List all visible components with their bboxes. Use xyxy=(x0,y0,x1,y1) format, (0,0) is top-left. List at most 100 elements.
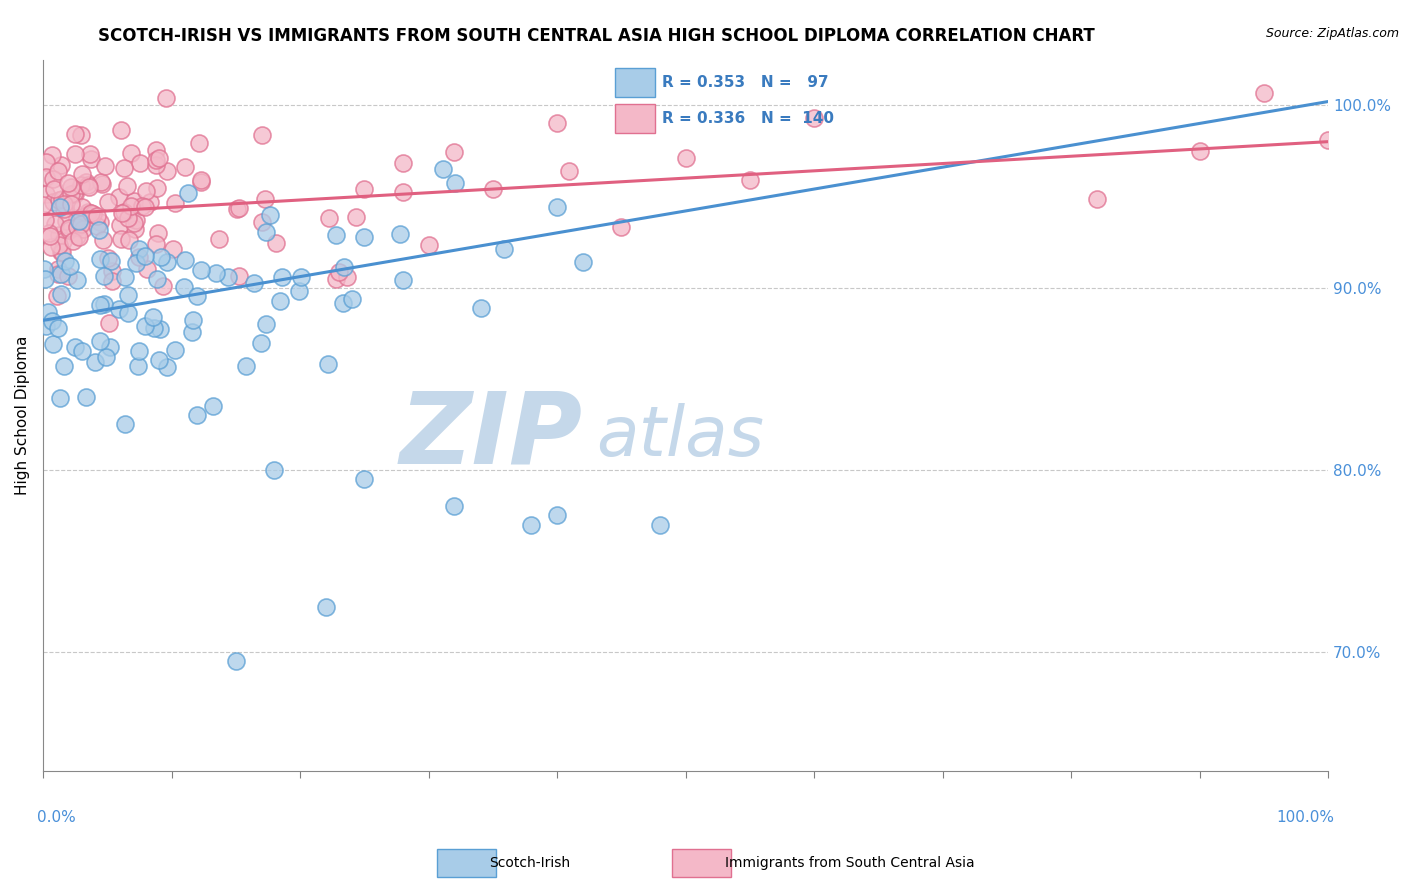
Point xyxy=(190,263,212,277)
Point xyxy=(77,178,100,192)
Point xyxy=(264,236,287,251)
Point xyxy=(67,230,90,244)
Point xyxy=(290,270,312,285)
Point xyxy=(84,355,107,369)
Point xyxy=(325,272,347,286)
Point xyxy=(152,278,174,293)
Point xyxy=(129,156,152,170)
Point xyxy=(145,143,167,157)
Point xyxy=(114,417,136,431)
Point xyxy=(125,212,148,227)
Point xyxy=(44,217,66,231)
Point xyxy=(58,223,80,237)
Point xyxy=(174,161,197,175)
Point xyxy=(112,205,135,219)
Point xyxy=(1253,86,1275,100)
Point xyxy=(156,255,179,269)
Point xyxy=(117,211,139,225)
Point xyxy=(418,238,440,252)
Point xyxy=(91,233,114,247)
Point xyxy=(51,244,73,259)
Point xyxy=(55,253,77,268)
Point xyxy=(125,256,148,270)
Text: 100.0%: 100.0% xyxy=(1277,810,1334,825)
Point xyxy=(48,391,70,405)
Point xyxy=(65,146,87,161)
Point xyxy=(34,213,56,227)
Point xyxy=(228,269,250,284)
Point xyxy=(38,226,60,240)
Point xyxy=(97,316,120,330)
Point xyxy=(62,234,84,248)
Point xyxy=(34,318,56,333)
Point xyxy=(80,152,103,166)
Point xyxy=(115,178,138,193)
Point xyxy=(97,194,120,209)
Point xyxy=(82,207,104,221)
Point xyxy=(42,195,65,210)
Point xyxy=(252,128,274,143)
Point xyxy=(100,254,122,268)
Point xyxy=(87,223,110,237)
Point xyxy=(90,178,112,192)
Point xyxy=(65,216,87,230)
Point xyxy=(70,167,93,181)
Point xyxy=(270,270,292,285)
Point xyxy=(42,182,65,196)
Point xyxy=(181,312,204,326)
Point xyxy=(443,145,465,159)
Point xyxy=(546,508,568,523)
Point xyxy=(101,274,124,288)
Point xyxy=(131,199,153,213)
Point xyxy=(134,318,156,333)
Point xyxy=(72,200,94,214)
Point xyxy=(336,270,359,285)
Point xyxy=(56,268,79,283)
Point xyxy=(60,180,83,194)
Point xyxy=(190,175,212,189)
Point xyxy=(318,357,340,371)
Point xyxy=(94,350,117,364)
Point xyxy=(48,227,70,242)
Point xyxy=(62,186,84,200)
Point xyxy=(1085,192,1108,206)
Point xyxy=(134,250,156,264)
Point xyxy=(128,242,150,256)
Point xyxy=(145,236,167,251)
Point xyxy=(93,159,115,173)
Point xyxy=(110,232,132,246)
Point xyxy=(60,187,83,202)
Point xyxy=(148,226,170,240)
Point xyxy=(49,244,72,259)
Point xyxy=(254,225,277,239)
Point xyxy=(46,163,69,178)
Point xyxy=(89,334,111,348)
Point xyxy=(328,265,350,279)
Point xyxy=(39,228,62,243)
Point xyxy=(128,344,150,359)
Point xyxy=(79,147,101,161)
Y-axis label: High School Diploma: High School Diploma xyxy=(15,335,30,495)
Point xyxy=(156,163,179,178)
Point xyxy=(122,194,145,208)
Point xyxy=(66,229,89,244)
Point xyxy=(156,360,179,375)
Point xyxy=(392,156,415,170)
Point xyxy=(235,359,257,373)
Point xyxy=(66,219,89,234)
Point xyxy=(162,243,184,257)
Point xyxy=(1317,133,1340,147)
Point xyxy=(89,215,111,229)
Point xyxy=(51,192,73,206)
Point xyxy=(37,304,59,318)
Point xyxy=(145,153,167,167)
Point xyxy=(120,199,142,213)
Point xyxy=(46,262,69,277)
Point xyxy=(572,254,595,268)
Point xyxy=(443,500,465,514)
Point xyxy=(128,250,150,264)
Text: Source: ZipAtlas.com: Source: ZipAtlas.com xyxy=(1265,27,1399,40)
Point xyxy=(173,279,195,293)
Point xyxy=(51,267,73,281)
Point xyxy=(108,190,131,204)
